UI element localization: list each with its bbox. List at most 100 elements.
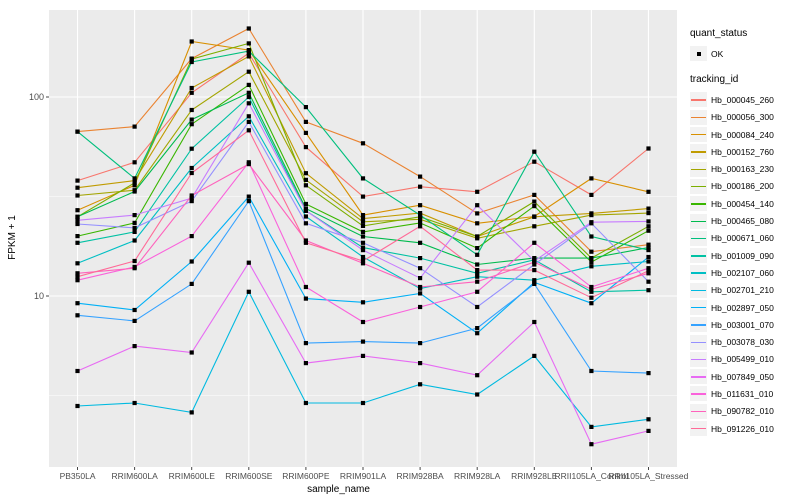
data-point <box>475 271 480 276</box>
data-point <box>532 260 537 265</box>
data-point <box>589 176 594 181</box>
data-point <box>303 177 308 182</box>
legend-title-tracking-id: tracking_id <box>690 74 739 86</box>
data-point <box>303 119 308 124</box>
data-point <box>189 107 194 113</box>
data-point <box>418 341 423 346</box>
legend-entry-Hb_000056_300: Hb_000056_300 <box>690 109 800 126</box>
data-point <box>475 304 480 310</box>
legend-line-swatch <box>690 282 707 298</box>
data-point <box>418 213 423 218</box>
data-point <box>189 281 194 286</box>
data-point <box>246 69 251 74</box>
legend-entry-Hb_000671_060: Hb_000671_060 <box>690 230 800 247</box>
data-point <box>303 214 308 219</box>
data-point <box>418 184 423 189</box>
legend-entry-label: Hb_000465_080 <box>711 216 774 227</box>
legend-entry-label: Hb_000454_140 <box>711 198 774 209</box>
data-point <box>246 128 251 133</box>
legend-line-swatch <box>690 178 707 194</box>
data-point <box>246 114 251 119</box>
data-point <box>360 400 366 406</box>
tracking-id-entries: Hb_000045_260 Hb_000056_300 Hb_000084_240 H… <box>690 91 800 437</box>
data-point <box>246 82 251 87</box>
data-point <box>475 274 480 279</box>
data-point <box>75 274 80 279</box>
data-point <box>246 260 251 265</box>
data-point <box>75 271 80 276</box>
legend-entry-label: Hb_002107_060 <box>711 267 774 278</box>
data-point <box>589 220 594 225</box>
data-point <box>360 261 366 266</box>
data-point <box>246 162 251 167</box>
data-point <box>189 170 194 176</box>
data-point <box>189 234 194 239</box>
data-point <box>132 225 137 230</box>
data-point <box>189 39 194 44</box>
data-point <box>303 183 308 188</box>
data-point <box>360 258 366 264</box>
legend-line-swatch <box>690 403 707 419</box>
data-point <box>532 240 537 245</box>
data-point <box>246 199 251 204</box>
data-point <box>189 193 194 198</box>
legend-entry-label: Hb_007849_050 <box>711 371 774 382</box>
data-point <box>589 424 594 429</box>
data-point <box>75 185 80 190</box>
legend-entry-label: Hb_011631_010 <box>711 388 774 399</box>
data-point <box>646 211 651 216</box>
data-point <box>646 428 651 433</box>
x-tick-label: RRIM600LA <box>111 471 158 481</box>
data-point <box>360 339 366 344</box>
data-point <box>475 289 480 294</box>
data-point <box>132 307 137 313</box>
data-point <box>132 318 137 323</box>
legend-entry-label: Hb_090782_010 <box>711 406 774 417</box>
data-point <box>360 219 366 224</box>
data-point <box>360 194 366 199</box>
data-point <box>75 301 80 306</box>
data-point <box>589 264 594 269</box>
legend-entry-label: Hb_002897_050 <box>711 302 774 313</box>
data-point <box>589 234 594 239</box>
data-point <box>360 248 366 253</box>
data-point <box>246 41 251 46</box>
data-point <box>646 242 651 247</box>
data-point <box>303 341 308 346</box>
data-point <box>75 403 80 409</box>
legend-entry-Hb_000152_760: Hb_000152_760 <box>690 143 800 160</box>
data-point <box>303 284 308 290</box>
data-point <box>646 288 651 293</box>
y-tick-label: 100 <box>28 92 44 102</box>
data-point <box>303 296 308 301</box>
data-point <box>75 234 80 239</box>
data-point <box>246 94 251 100</box>
legend-line-swatch <box>690 144 707 160</box>
data-point <box>75 368 80 374</box>
data-point <box>75 240 80 245</box>
data-point <box>360 216 366 221</box>
data-point <box>475 189 480 194</box>
data-point <box>75 208 80 213</box>
legend-entry-Hb_000186_200: Hb_000186_200 <box>690 178 800 195</box>
data-point <box>132 124 137 129</box>
legend-entry-label: Hb_000163_230 <box>711 164 774 175</box>
data-point <box>475 373 480 378</box>
data-point <box>418 304 423 310</box>
data-point <box>189 410 194 415</box>
legend-entry-label: OK <box>711 48 724 59</box>
data-point <box>532 262 537 267</box>
data-point <box>360 229 366 234</box>
data-point <box>75 218 80 223</box>
y-tick-label: 10 <box>33 291 44 301</box>
data-point <box>303 145 308 150</box>
legend-line-swatch <box>690 92 707 108</box>
legend-entry-Hb_003001_070: Hb_003001_070 <box>690 316 800 333</box>
x-tick-label: RRIM600SE <box>225 471 273 481</box>
legend-line-swatch <box>690 317 707 333</box>
data-point <box>589 213 594 218</box>
data-point <box>475 262 480 267</box>
data-point <box>75 278 80 283</box>
data-point <box>303 240 308 245</box>
data-point <box>646 254 651 260</box>
